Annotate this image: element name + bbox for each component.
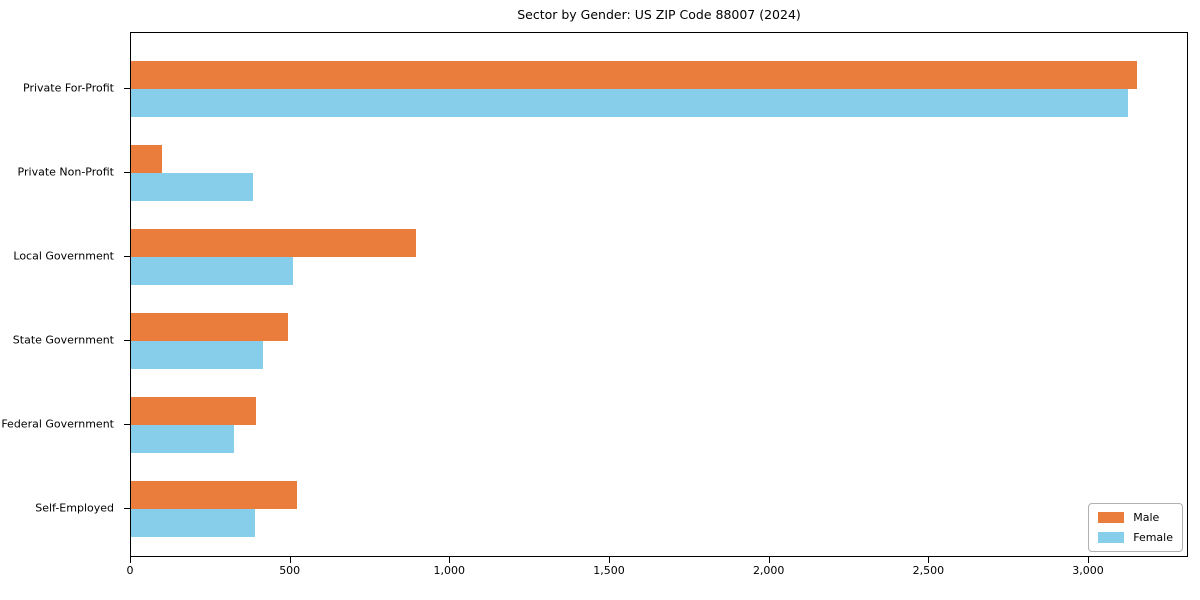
legend-item-male: Male <box>1098 511 1173 524</box>
x-tick-mark <box>449 557 451 563</box>
legend-label-male: Male <box>1133 511 1160 524</box>
x-tick-label: 1,000 <box>433 564 466 577</box>
legend-item-female: Female <box>1098 531 1173 544</box>
x-tick-mark <box>130 557 131 563</box>
bar-male-1 <box>131 145 162 173</box>
bar-male-3 <box>131 313 289 341</box>
y-tick-label: Self-Employed <box>35 501 114 515</box>
x-tick-label: 3,000 <box>1072 564 1104 577</box>
y-tick-mark <box>124 172 130 173</box>
plot-area: Male Female <box>130 32 1188 557</box>
bar-female-5 <box>131 509 255 537</box>
x-tick-label: 2,500 <box>912 564 945 577</box>
y-tick-mark <box>124 424 130 425</box>
y-tick-mark <box>124 88 130 89</box>
y-tick-label: Private Non-Profit <box>17 165 114 179</box>
x-tick-mark <box>928 557 930 563</box>
x-tick-label: 2,000 <box>752 564 785 577</box>
bar-male-5 <box>131 481 298 509</box>
x-tick-mark <box>768 557 770 563</box>
x-tick-label: 500 <box>279 564 301 577</box>
y-tick-label: State Government <box>12 333 114 347</box>
bar-male-4 <box>131 397 256 425</box>
bar-female-4 <box>131 425 235 453</box>
x-tick-mark <box>1088 557 1089 563</box>
legend-label-female: Female <box>1133 531 1173 544</box>
legend: Male Female <box>1088 503 1183 552</box>
x-tick-mark <box>289 557 291 563</box>
male-swatch-icon <box>1098 512 1125 523</box>
bar-female-0 <box>131 89 1128 117</box>
chart-title: Sector by Gender: US ZIP Code 88007 (202… <box>517 7 801 22</box>
bar-male-0 <box>131 61 1137 89</box>
y-tick-label: Local Government <box>13 249 114 263</box>
y-tick-label: Private For-Profit <box>23 81 114 95</box>
y-tick-mark <box>124 256 130 257</box>
female-swatch-icon <box>1098 532 1125 543</box>
y-tick-mark <box>124 508 130 509</box>
x-tick-label: 0 <box>126 564 134 577</box>
x-tick-mark <box>609 557 610 563</box>
y-tick-mark <box>124 340 130 341</box>
bar-female-3 <box>131 341 263 369</box>
bar-female-2 <box>131 257 293 285</box>
bar-male-2 <box>131 229 417 257</box>
x-tick-label: 1,500 <box>593 564 625 577</box>
bar-female-1 <box>131 173 253 201</box>
y-tick-label: Federal Government <box>1 417 114 431</box>
